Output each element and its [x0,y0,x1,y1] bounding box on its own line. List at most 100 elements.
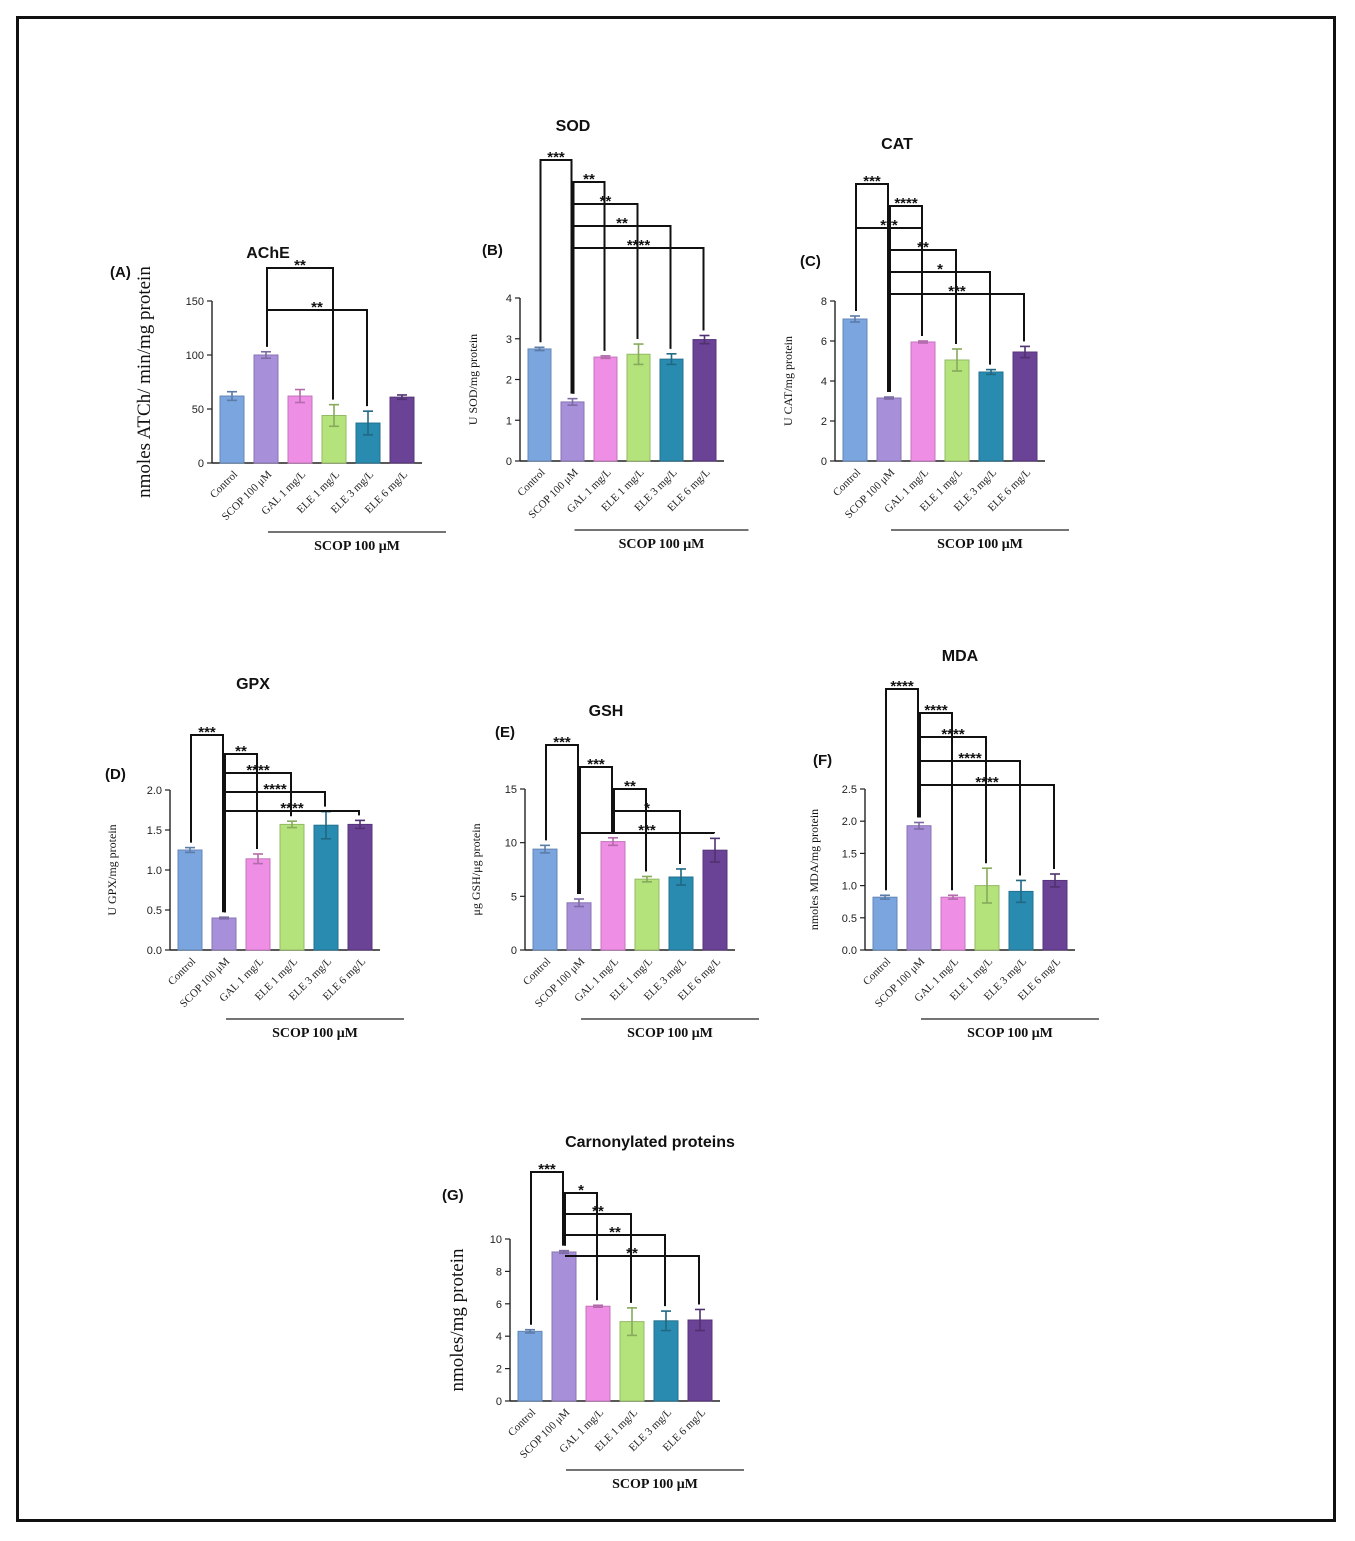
y-tick-label: 1 [506,415,512,427]
group-label: SCOP 100 μM [272,1026,358,1041]
significance-bracket [889,271,991,392]
significance-bracket [919,784,1055,870]
chart-panel-f: MDA (F) 0.0 0.5 1.0 1.5 2.0 2.5 nmoles MDA/mg pr… [807,648,1099,1041]
chart-panel-e: GSH (E) 0 5 10 15 μg GSH/μg protein Control SCOP… [469,703,759,1041]
significance-label: **** [958,750,982,767]
bar [532,848,558,951]
significance-label: **** [894,195,918,212]
y-axis-label: nmoles MDA/mg protein [807,809,821,930]
significance-bracket [190,734,224,913]
group-label: SCOP 100 μM [619,537,705,552]
bar [245,858,271,951]
y-tick-label: 10 [490,1234,502,1246]
chart-panel-b: SOD (B) 0 1 2 3 4 U SOD/mg protein Control SCOP 1… [466,118,749,552]
y-tick-label: 0 [506,456,512,468]
bar [177,849,203,951]
y-tick-label: 6 [821,336,827,348]
bar [211,917,237,951]
bar [585,1305,611,1402]
panel-label: (F) [813,752,832,769]
x-tick-label: Control [208,469,240,501]
y-tick-label: 0.5 [147,905,162,917]
panel-label: (A) [110,264,131,281]
y-axis-label: U GPX/mg protein [105,824,119,915]
y-tick-label: 0 [511,945,517,957]
significance-bracket [565,1255,700,1305]
significance-label: *** [538,1161,556,1178]
significance-label: *** [198,724,216,741]
bar [566,902,592,951]
y-axis-label: U CAT/mg protein [781,336,795,426]
y-tick-label: 5 [511,891,517,903]
significance-bracket [572,247,705,394]
y-tick-label: 4 [496,1331,502,1343]
significance-label: **** [280,800,304,817]
bar [287,395,313,464]
chart-title: GSH [589,703,624,720]
bar [906,825,932,951]
figure-frame [16,16,1336,1522]
group-label: SCOP 100 μM [612,1477,698,1492]
y-tick-label: 1.5 [147,825,162,837]
significance-label: ** [311,299,323,316]
chart-title: AChE [246,245,290,262]
significance-bracket [530,1171,564,1325]
y-tick-label: 0.0 [147,945,162,957]
y-axis-label: nmoles/mg protein [447,1248,468,1392]
chart-title: CAT [881,136,913,153]
bar [279,823,305,951]
significance-label: **** [627,237,651,254]
y-tick-label: 4 [821,376,827,388]
significance-label: *** [547,149,565,166]
bar [692,339,717,462]
y-tick-label: 2 [496,1364,502,1376]
group-label: SCOP 100 μM [937,537,1023,552]
significance-bracket [266,267,334,400]
y-tick-label: 0 [821,456,827,468]
significance-label: **** [246,762,270,779]
group-label: SCOP 100 μM [967,1026,1053,1041]
bar [876,397,902,462]
y-axis-label: nmoles ATCh/ min/mg protein [134,266,155,498]
group-label: SCOP 100 μM [314,539,400,554]
bar [527,348,552,462]
chart-panel-g: Carnonylated proteins (G) 0 2 4 6 8 10 nmoles/mg… [442,1134,744,1492]
significance-label: **** [924,702,948,719]
significance-bracket [889,293,1025,392]
significance-label: ** [616,215,628,232]
y-tick-label: 10 [505,838,517,850]
panel-label: (D) [105,766,126,783]
bar [687,1319,713,1402]
y-tick-label: 3 [506,334,512,346]
significance-label: *** [638,822,656,839]
y-axis-label: U SOD/mg protein [466,334,480,425]
chart-panel-a: AChE (A) 0 50 100 150 nmoles ATCh/ min/mg prot… [110,245,446,554]
significance-label: *** [553,734,571,751]
bar [313,824,339,951]
y-tick-label: 4 [506,293,512,305]
y-tick-label: 2.0 [842,816,857,828]
significance-bracket [885,688,919,891]
bar [1042,879,1068,951]
significance-label: **** [975,774,999,791]
y-tick-label: 2 [506,375,512,387]
significance-bracket [539,159,573,394]
chart-title: MDA [942,648,979,665]
bar [978,371,1004,462]
significance-label: ** [235,743,247,760]
y-tick-label: 8 [821,296,827,308]
group-label: SCOP 100 μM [627,1026,713,1041]
significance-label: *** [948,283,966,300]
significance-label: * [578,1182,584,1199]
chart-title: GPX [236,676,270,693]
panel-label: (G) [442,1187,464,1204]
bar [940,896,966,951]
y-tick-label: 0.5 [842,913,857,925]
significance-label: **** [263,781,287,798]
significance-bracket [572,225,672,394]
bar [872,896,898,951]
significance-bracket [266,309,368,407]
chart-title: SOD [556,118,591,135]
y-tick-label: 2 [821,416,827,428]
